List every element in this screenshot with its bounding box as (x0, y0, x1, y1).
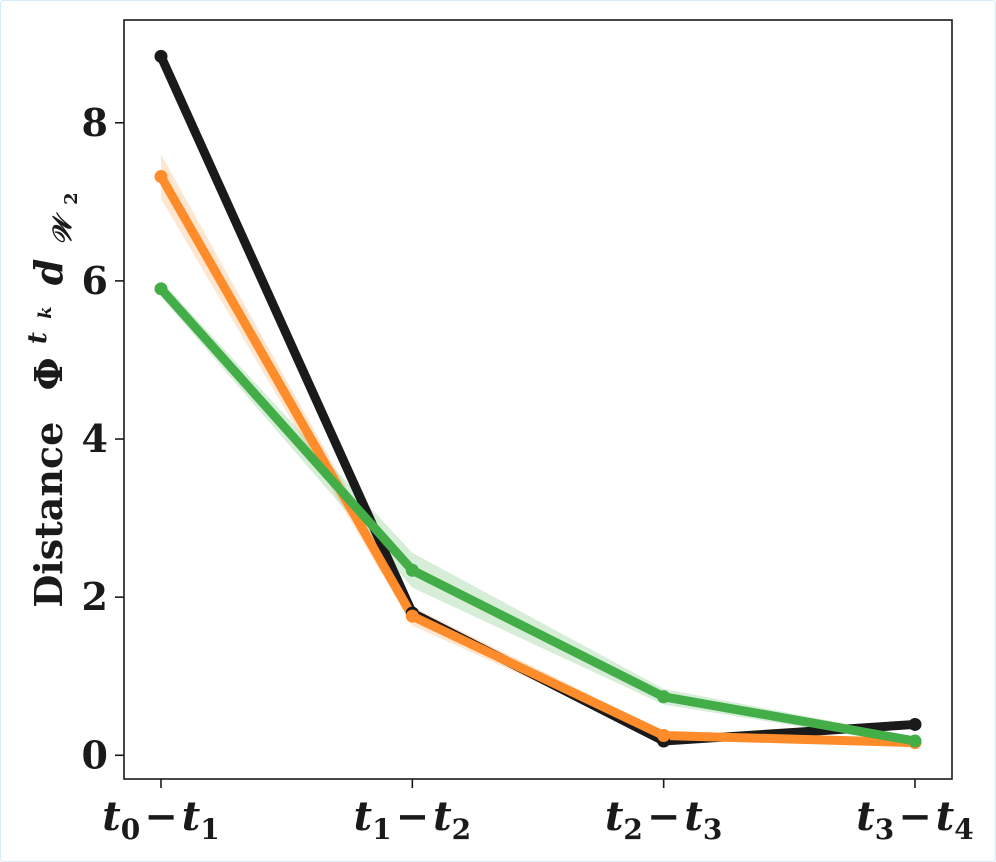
plot-area-border (123, 19, 953, 780)
y-axis-label-d-sub: 𝒲 (48, 211, 78, 245)
series-points (154, 49, 922, 750)
confidence-bands (161, 154, 915, 746)
x-tick-label: t0− t1 (102, 793, 219, 846)
series-2-point (657, 690, 671, 704)
series-lines (156, 51, 920, 748)
x-tick-label: t1− t2 (354, 793, 471, 846)
series-1-point (657, 729, 671, 743)
series-2-line (156, 284, 920, 746)
y-axis-label-phi-sup-sub: k (35, 306, 56, 318)
y-axis-label-phi: Φ (26, 357, 71, 390)
x-tick-label: t3− t4 (856, 793, 973, 846)
y-axis-label-d-sub-sub: 2 (61, 192, 82, 205)
y-axis: 0 2 4 6 8 (82, 100, 124, 777)
y-tick-label: 2 (82, 574, 108, 619)
series-2-point (405, 563, 419, 577)
y-axis-label-phi-sup: t (23, 332, 53, 344)
y-tick-label: 0 (82, 732, 108, 777)
series-1-point (154, 170, 168, 184)
series-1-point (405, 609, 419, 623)
y-axis-label: Distance Φ t k d 𝒲 2 (10, 192, 82, 607)
series-1-band (161, 154, 915, 746)
series-0-point (908, 717, 922, 731)
y-tick-label: 4 (82, 416, 108, 461)
y-axis-label-d: d (26, 259, 71, 286)
series-2-point (154, 282, 168, 296)
x-tick-label: t2− t3 (605, 793, 722, 846)
y-tick-label: 6 (82, 258, 108, 303)
y-axis-label-text: Distance (26, 422, 71, 608)
y-tick-label: 8 (82, 100, 108, 145)
x-axis: t0− t1 t1− t2 t2− t3 t3− t4 (102, 779, 974, 846)
series-0-point (154, 49, 168, 63)
series-2-point (908, 734, 922, 748)
series-1-line (156, 172, 920, 748)
